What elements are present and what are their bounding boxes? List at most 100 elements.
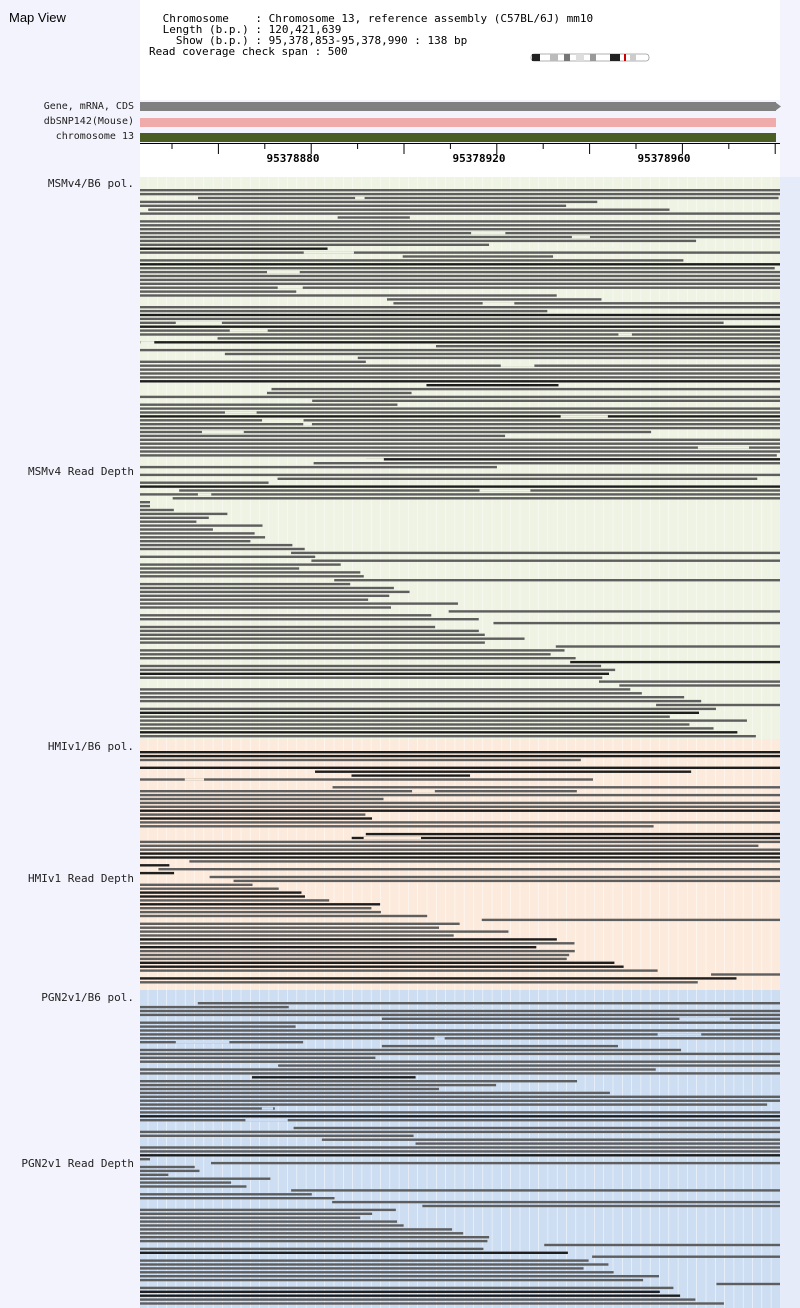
read-alignment[interactable] bbox=[140, 372, 780, 375]
chromosome-track[interactable] bbox=[140, 133, 776, 142]
read-alignment[interactable] bbox=[140, 571, 361, 574]
read-alignment[interactable] bbox=[140, 403, 398, 406]
read-alignment[interactable] bbox=[140, 493, 780, 496]
pgn2v1-read-panel[interactable] bbox=[140, 990, 780, 1308]
chromosome-ideogram[interactable] bbox=[530, 53, 650, 62]
read-alignment[interactable] bbox=[140, 1158, 150, 1161]
read-alignment[interactable] bbox=[140, 766, 780, 769]
read-alignment[interactable] bbox=[140, 1087, 439, 1091]
read-alignment[interactable] bbox=[435, 345, 780, 348]
read-alignment[interactable] bbox=[544, 1243, 780, 1247]
read-alignment[interactable] bbox=[140, 1165, 195, 1169]
read-alignment[interactable] bbox=[140, 891, 302, 894]
read-alignment[interactable] bbox=[140, 1294, 681, 1297]
read-alignment[interactable] bbox=[291, 551, 780, 555]
read-alignment[interactable] bbox=[140, 567, 300, 570]
read-alignment[interactable] bbox=[140, 368, 780, 371]
read-alignment[interactable] bbox=[140, 1052, 780, 1056]
read-alignment[interactable] bbox=[140, 536, 266, 539]
read-alignment[interactable] bbox=[198, 196, 779, 200]
read-alignment[interactable] bbox=[140, 516, 209, 519]
read-alignment[interactable] bbox=[140, 1005, 289, 1009]
read-alignment[interactable] bbox=[140, 407, 780, 410]
read-alignment[interactable] bbox=[140, 735, 756, 738]
read-alignment[interactable] bbox=[140, 364, 780, 367]
read-alignment[interactable] bbox=[197, 1002, 780, 1005]
read-alignment[interactable] bbox=[140, 243, 490, 246]
read-alignment[interactable] bbox=[140, 270, 780, 274]
read-alignment[interactable] bbox=[140, 887, 279, 890]
read-alignment[interactable] bbox=[140, 1302, 724, 1305]
read-alignment[interactable] bbox=[140, 1185, 247, 1188]
read-alignment[interactable] bbox=[140, 926, 440, 929]
read-alignment[interactable] bbox=[140, 1033, 780, 1036]
read-alignment[interactable] bbox=[140, 1169, 200, 1173]
read-alignment[interactable] bbox=[140, 1099, 780, 1102]
read-alignment[interactable] bbox=[140, 563, 341, 566]
read-alignment[interactable] bbox=[140, 692, 642, 695]
read-alignment[interactable] bbox=[140, 512, 228, 516]
read-alignment[interactable] bbox=[140, 286, 780, 289]
read-alignment[interactable] bbox=[140, 965, 624, 968]
read-alignment[interactable] bbox=[140, 821, 780, 824]
read-alignment[interactable] bbox=[140, 473, 780, 477]
read-alignment[interactable] bbox=[140, 380, 780, 383]
read-alignment[interactable] bbox=[140, 934, 454, 937]
read-alignment[interactable] bbox=[140, 220, 780, 223]
read-alignment[interactable] bbox=[415, 1142, 780, 1145]
read-alignment[interactable] bbox=[402, 255, 554, 258]
read-alignment[interactable] bbox=[252, 1076, 416, 1079]
read-alignment[interactable] bbox=[140, 1298, 696, 1301]
read-alignment[interactable] bbox=[140, 532, 255, 535]
read-alignment[interactable] bbox=[140, 930, 509, 933]
read-alignment[interactable] bbox=[140, 212, 780, 215]
read-alignment[interactable] bbox=[140, 903, 381, 906]
read-alignment[interactable] bbox=[140, 871, 175, 875]
read-alignment[interactable] bbox=[311, 559, 780, 562]
read-alignment[interactable] bbox=[140, 895, 305, 898]
read-alignment[interactable] bbox=[313, 462, 780, 465]
read-alignment[interactable] bbox=[140, 1275, 659, 1278]
hmiv1-read-panel[interactable] bbox=[140, 739, 780, 990]
read-alignment[interactable] bbox=[140, 481, 269, 484]
read-alignment[interactable] bbox=[140, 1278, 644, 1282]
read-alignment[interactable] bbox=[140, 969, 658, 972]
read-alignment[interactable] bbox=[140, 504, 150, 508]
read-alignment[interactable] bbox=[448, 610, 780, 613]
read-alignment[interactable] bbox=[140, 899, 330, 902]
read-alignment[interactable] bbox=[140, 1212, 373, 1215]
read-alignment[interactable] bbox=[140, 910, 381, 914]
read-alignment[interactable] bbox=[140, 1177, 271, 1180]
read-alignment[interactable] bbox=[592, 1255, 780, 1258]
read-alignment[interactable] bbox=[140, 508, 174, 512]
read-alignment[interactable] bbox=[140, 1290, 660, 1293]
read-alignment[interactable] bbox=[140, 629, 479, 633]
read-alignment[interactable] bbox=[140, 790, 577, 793]
read-alignment[interactable] bbox=[140, 235, 780, 239]
read-alignment[interactable] bbox=[140, 200, 598, 204]
read-alignment[interactable] bbox=[140, 1111, 780, 1114]
read-alignment[interactable] bbox=[140, 715, 670, 718]
read-alignment[interactable] bbox=[140, 699, 702, 703]
read-alignment[interactable] bbox=[140, 501, 150, 504]
read-alignment[interactable] bbox=[140, 259, 684, 262]
read-alignment[interactable] bbox=[555, 645, 780, 648]
read-alignment[interactable] bbox=[217, 337, 780, 340]
read-alignment[interactable] bbox=[140, 1060, 780, 1063]
read-alignment[interactable] bbox=[140, 946, 537, 949]
read-alignment[interactable] bbox=[140, 528, 213, 531]
read-alignment[interactable] bbox=[140, 672, 609, 675]
read-alignment[interactable] bbox=[140, 446, 780, 449]
read-alignment[interactable] bbox=[140, 1146, 780, 1149]
read-alignment[interactable] bbox=[140, 586, 394, 590]
read-alignment[interactable] bbox=[140, 594, 390, 597]
read-alignment[interactable] bbox=[334, 579, 780, 582]
read-alignment[interactable] bbox=[140, 329, 780, 332]
read-alignment[interactable] bbox=[140, 1091, 610, 1095]
read-alignment[interactable] bbox=[140, 278, 780, 282]
read-alignment[interactable] bbox=[140, 668, 616, 672]
read-alignment[interactable] bbox=[140, 664, 602, 668]
read-alignment[interactable] bbox=[140, 653, 551, 656]
read-alignment[interactable] bbox=[140, 696, 685, 699]
read-alignment[interactable] bbox=[351, 836, 780, 840]
